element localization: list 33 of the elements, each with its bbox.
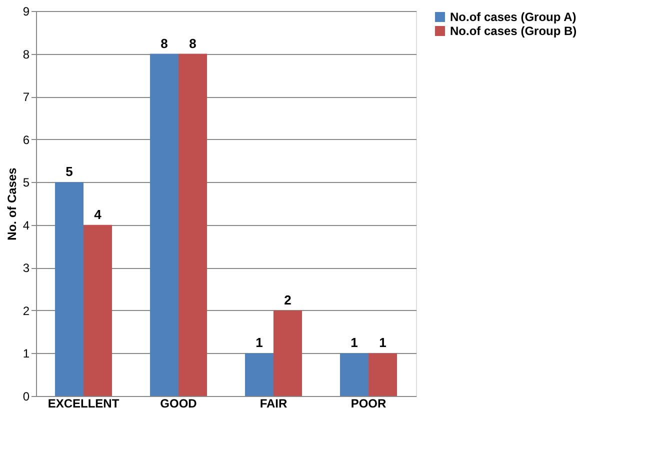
y-tick-label: 0 [22, 390, 30, 404]
bar [55, 182, 84, 396]
legend-label: No.of cases (Group A) [450, 10, 576, 24]
bar [368, 353, 397, 396]
data-label: 1 [350, 335, 358, 350]
x-tick-label: EXCELLENT [48, 396, 120, 410]
data-label: 1 [379, 335, 386, 350]
x-tick-label: FAIR [260, 396, 288, 410]
data-label: 8 [189, 36, 196, 51]
y-tick-label: 6 [22, 132, 30, 147]
y-tick-label: 2 [22, 304, 30, 318]
y-tick-label: 4 [22, 218, 30, 232]
bar [178, 54, 207, 396]
data-label: 4 [94, 206, 102, 222]
y-tick-label: 9 [22, 4, 30, 18]
data-label: 2 [284, 292, 292, 308]
y-tick-label: 8 [22, 47, 30, 62]
y-tick-label: 5 [22, 176, 30, 190]
bar [245, 353, 274, 396]
legend-label: No.of cases (Group B) [450, 24, 577, 38]
y-axis-title: No. of Cases [4, 167, 19, 240]
data-label: 5 [66, 164, 73, 180]
y-tick-label: 1 [22, 346, 30, 361]
bar [150, 54, 178, 396]
x-tick-label: GOOD [160, 396, 198, 410]
bar [340, 353, 368, 396]
y-tick-label: 3 [22, 261, 30, 276]
data-label: 8 [160, 36, 168, 51]
y-tick-label: 7 [22, 90, 30, 104]
x-tick-label: POOR [350, 396, 386, 410]
data-label: 1 [256, 335, 263, 350]
bar [84, 224, 112, 396]
bar [274, 310, 302, 396]
